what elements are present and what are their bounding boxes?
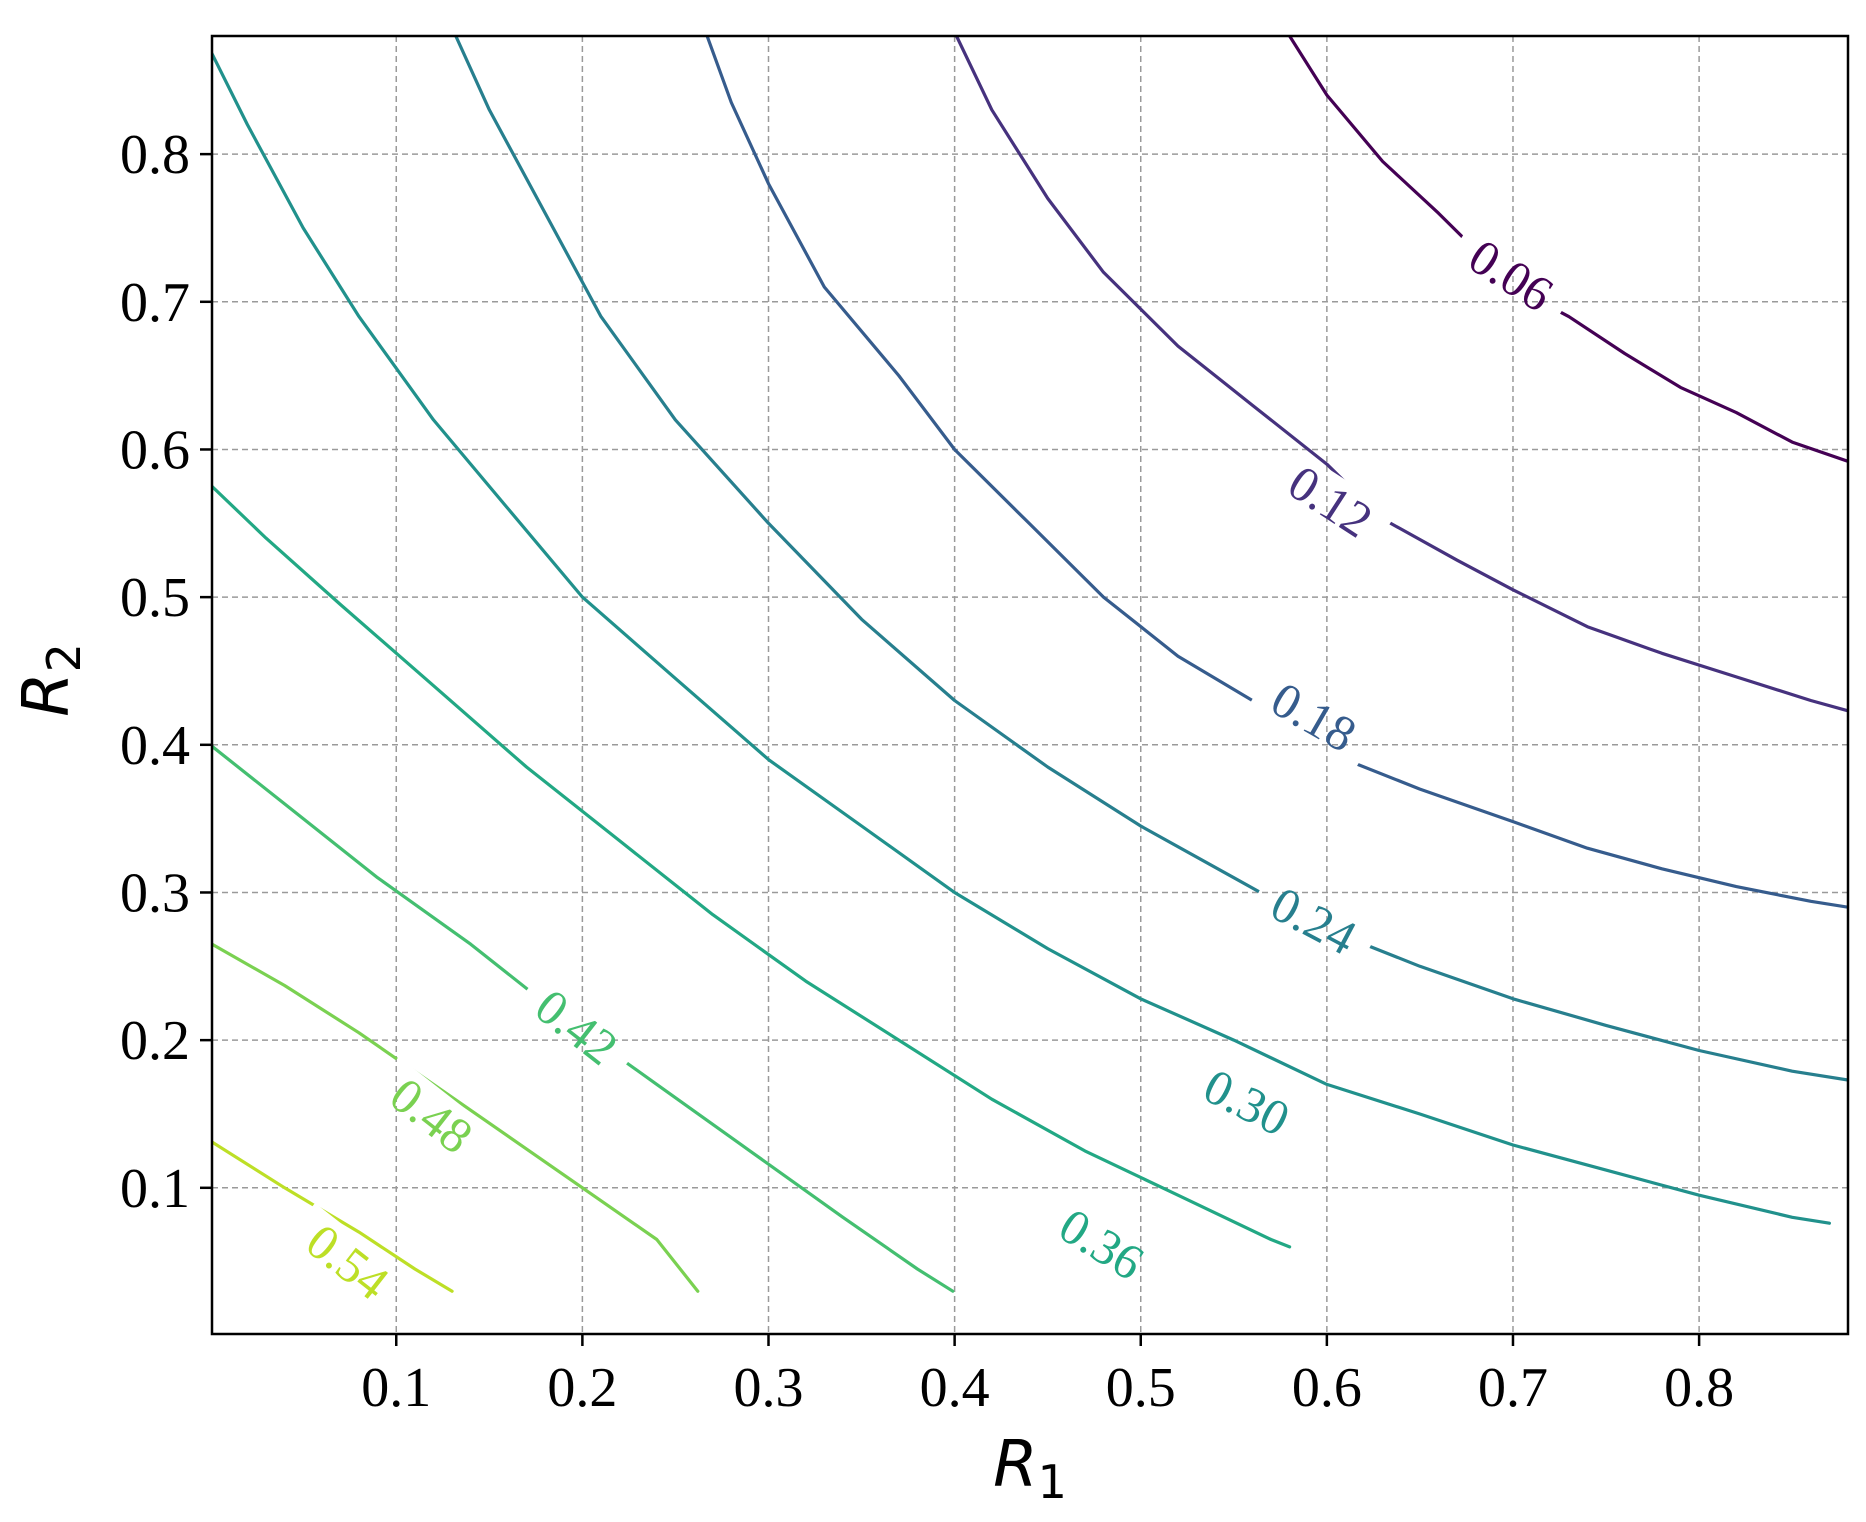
y-tick-label: 0.1 (120, 1158, 190, 1220)
y-axis-label: R2 (10, 643, 91, 717)
y-axis-label-subscript: 2 (37, 643, 91, 672)
contour-line (212, 744, 955, 1293)
y-tick-label: 0.8 (120, 124, 190, 186)
y-tick-label: 0.3 (120, 862, 190, 924)
x-tick-label: 0.1 (361, 1357, 431, 1419)
contour-line (454, 36, 1848, 1082)
x-tick-label: 0.3 (734, 1357, 804, 1419)
contour-line (212, 1140, 454, 1293)
contour-group (212, 52, 1831, 1225)
x-tick-label: 0.5 (1106, 1357, 1176, 1419)
x-axis-label: R1 (993, 1428, 1067, 1509)
y-tick-label: 0.2 (120, 1010, 190, 1072)
contour-group (212, 1140, 454, 1293)
contour-group (212, 484, 1292, 1249)
contour-group (212, 744, 955, 1293)
x-axis-label-subscript: 1 (1038, 1455, 1067, 1509)
contour-line (705, 36, 1848, 909)
y-tick-label: 0.6 (120, 419, 190, 481)
contour-group (954, 36, 1848, 713)
x-tick-label: 0.8 (1664, 1357, 1734, 1419)
x-tick-label: 0.7 (1478, 1357, 1548, 1419)
contour-line (212, 942, 700, 1293)
contour-group (1288, 36, 1848, 463)
y-tick-label: 0.5 (120, 567, 190, 629)
contour-group (454, 36, 1848, 1082)
contour-line (212, 52, 1831, 1225)
x-tick-label: 0.2 (547, 1357, 617, 1419)
y-axis-label-base: R (10, 672, 84, 716)
contour-group (212, 942, 700, 1293)
y-tick-label: 0.7 (120, 272, 190, 334)
y-axis-ticks: 0.1 0.2 0.3 0.4 0.5 0.6 0.7 0.8 (120, 124, 212, 1220)
y-tick-label: 0.4 (120, 715, 190, 777)
contour-line (954, 36, 1848, 713)
contour-line (1288, 36, 1848, 463)
grid-lines (212, 36, 1848, 1334)
plot-frame (210, 34, 1850, 1336)
x-tick-label: 0.6 (1292, 1357, 1362, 1419)
contour-line (212, 484, 1292, 1249)
contour-group (705, 36, 1848, 909)
x-tick-label: 0.4 (920, 1357, 990, 1419)
x-axis-label-base: R (993, 1428, 1037, 1502)
x-axis-ticks: 0.1 0.2 0.3 0.4 0.5 0.6 0.7 0.8 (361, 1334, 1734, 1419)
